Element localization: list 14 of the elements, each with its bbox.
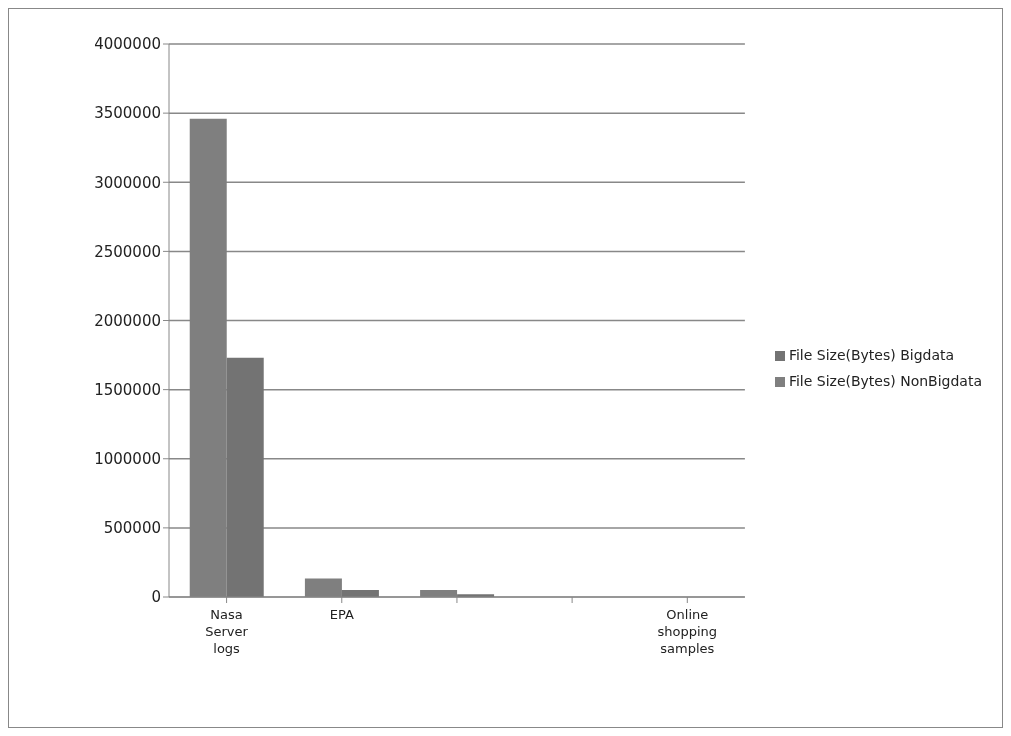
y-tick-label: 4000000: [94, 35, 161, 54]
y-tick-label: 500000: [103, 519, 161, 538]
y-tick-label: 1000000: [94, 450, 161, 469]
x-tick-label: Online shopping samples: [657, 607, 718, 656]
x-tick-label: EPA: [329, 607, 354, 622]
y-tick-label: 3500000: [94, 104, 161, 123]
legend-label: File Size(Bytes) NonBigdata: [788, 373, 982, 389]
y-tick-label: 2500000: [94, 242, 161, 261]
y-tick-label: 3000000: [94, 173, 161, 192]
legend-label: File Size(Bytes) Bigdata: [788, 347, 955, 363]
y-tick-label: 2000000: [94, 311, 161, 330]
y-tick-label: 1500000: [94, 380, 161, 399]
x-tick-label: Nasa Server logs: [205, 607, 249, 656]
y-tick-label: 0: [151, 588, 161, 607]
